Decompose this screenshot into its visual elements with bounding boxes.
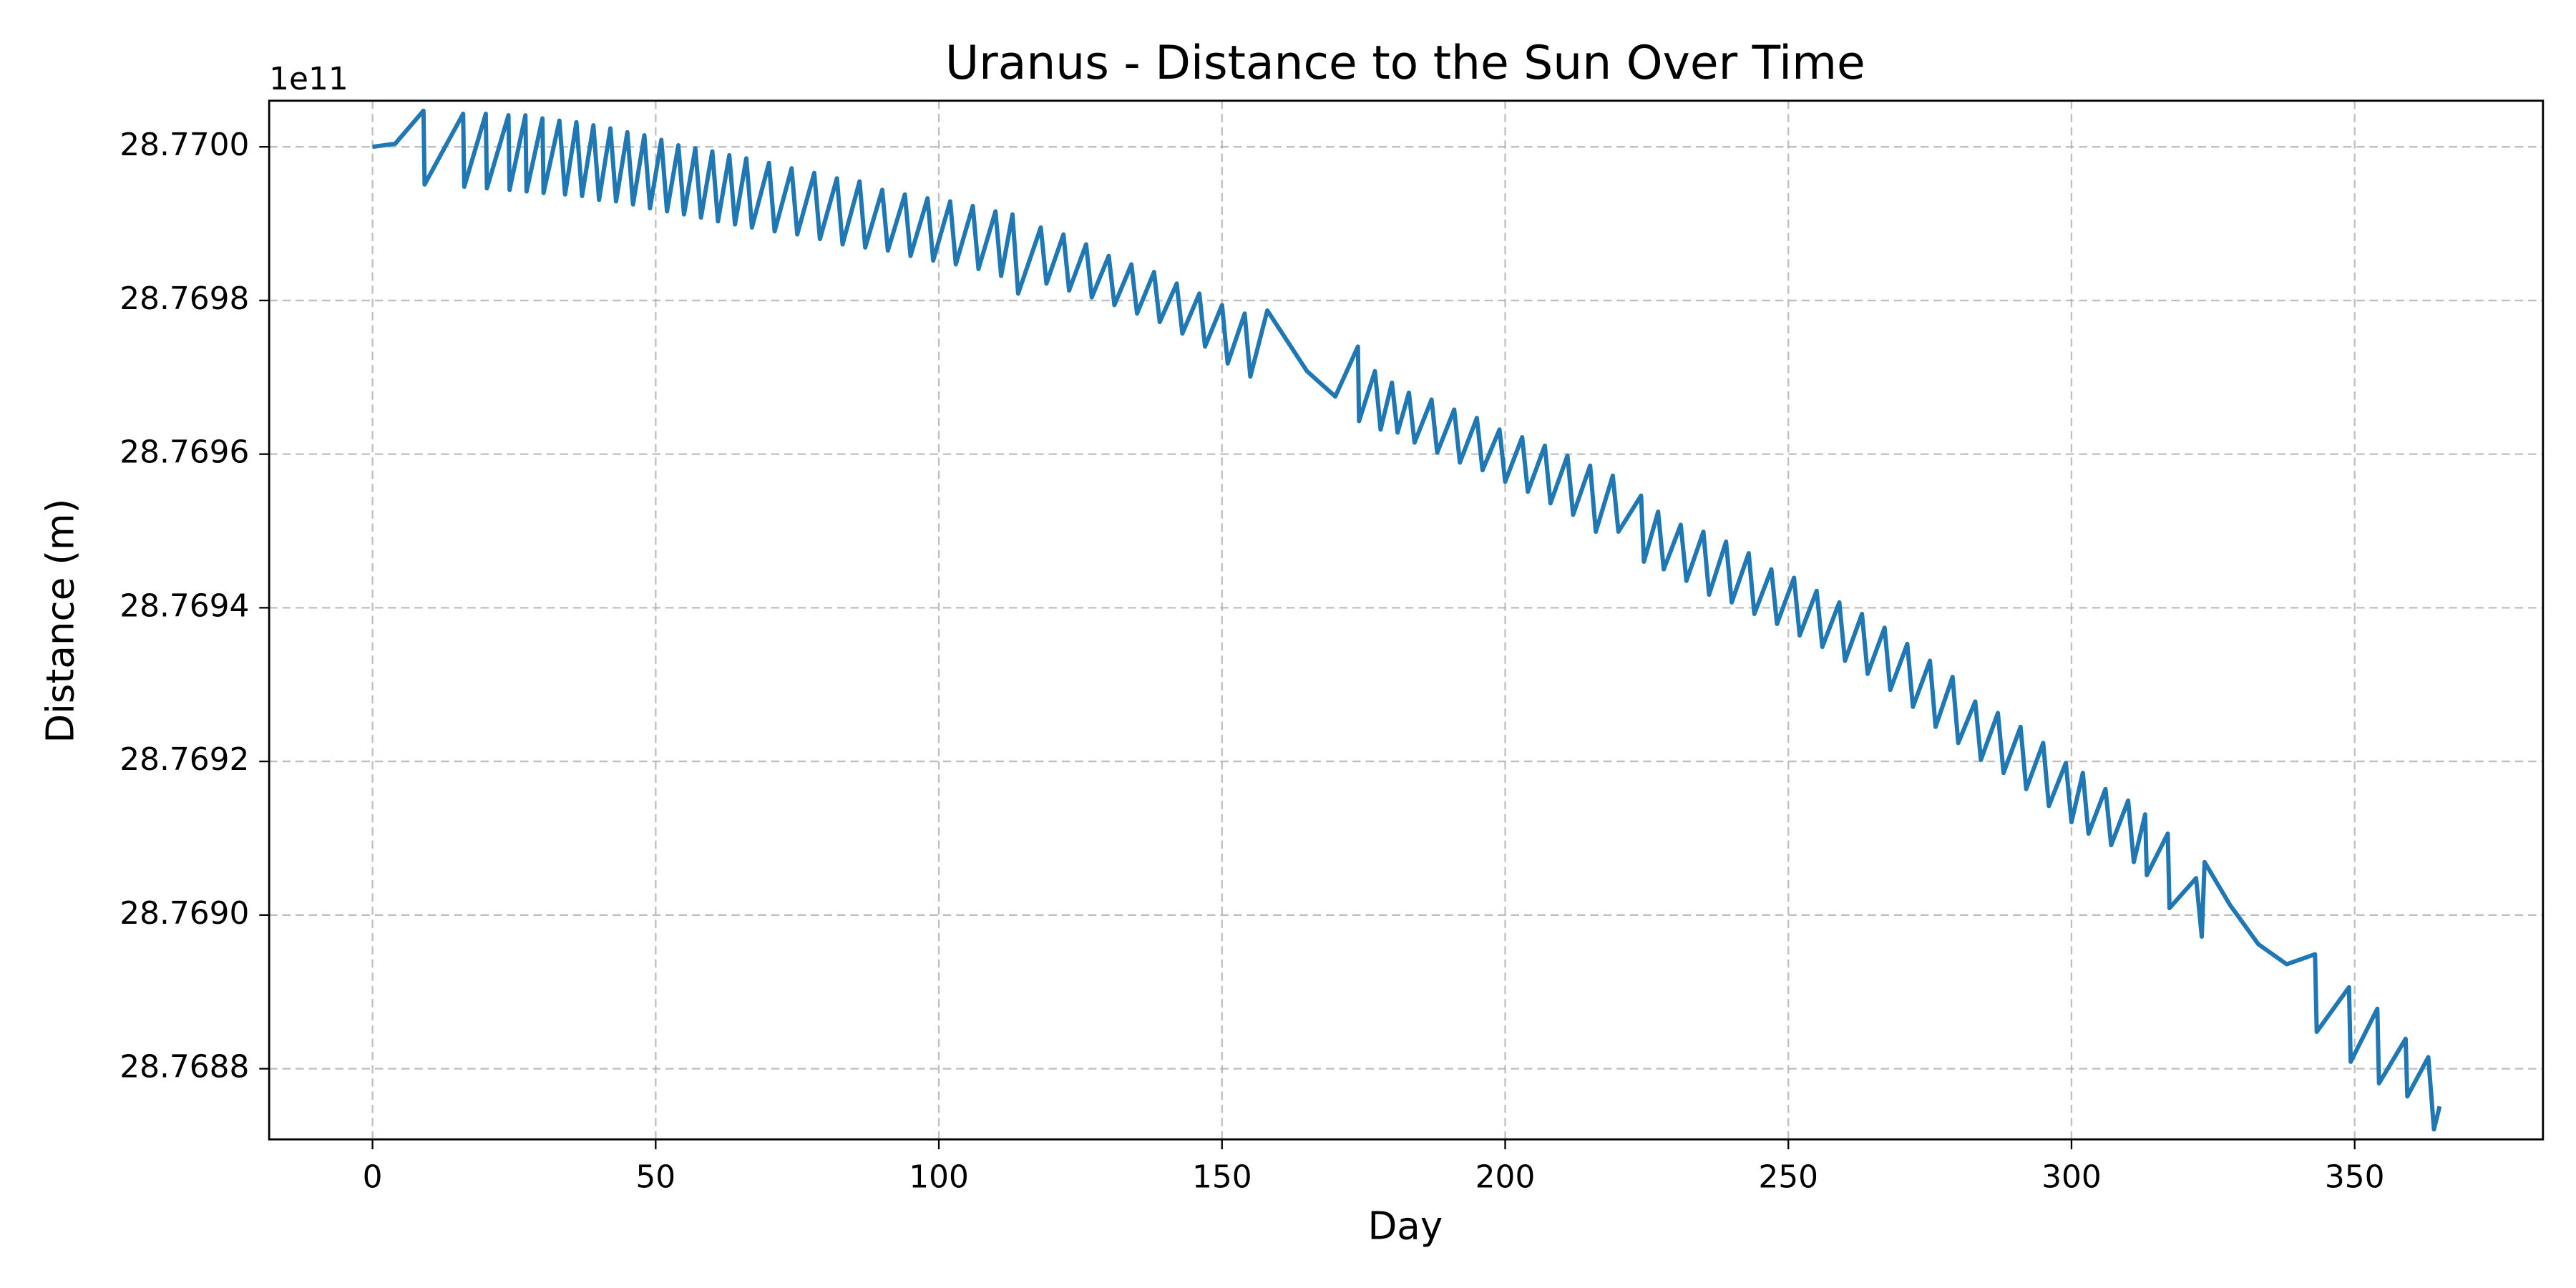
y-tick-label: 28.7688 — [119, 1049, 249, 1085]
y-tick-label: 28.7694 — [119, 587, 249, 624]
x-tick-label: 350 — [2325, 1159, 2385, 1196]
y-tick-label: 28.7700 — [119, 127, 249, 163]
offset-text: 1e11 — [269, 61, 348, 97]
x-tick-label: 150 — [1192, 1159, 1252, 1196]
chart-title: Uranus - Distance to the Sun Over Time — [945, 36, 1865, 90]
x-tick-label: 100 — [909, 1159, 969, 1196]
y-tick-label: 28.7696 — [119, 434, 249, 471]
plot-frame — [268, 99, 2545, 1141]
x-tick-label: 0 — [363, 1159, 383, 1196]
data-line — [372, 108, 2442, 1132]
x-tick-label: 250 — [1758, 1159, 1818, 1196]
x-tick-label: 50 — [635, 1159, 675, 1196]
y-tick-label: 28.7698 — [119, 280, 249, 317]
x-tick-label: 300 — [2041, 1159, 2102, 1196]
x-tick-label: 200 — [1475, 1159, 1536, 1196]
y-tick-label: 28.7692 — [119, 741, 249, 778]
y-tick-label: 28.7690 — [119, 895, 249, 932]
x-axis-label: Day — [1367, 1204, 1443, 1249]
y-axis-label: Distance (m) — [38, 499, 82, 743]
